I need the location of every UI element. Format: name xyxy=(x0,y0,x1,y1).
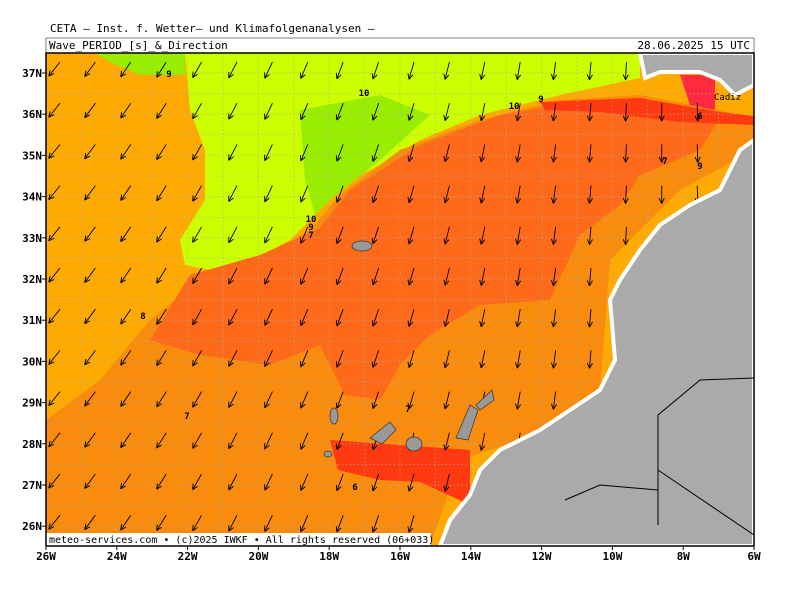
lat-label: 34N xyxy=(22,191,42,204)
contour-label: 6 xyxy=(697,112,702,122)
lon-label: 6W xyxy=(747,550,761,563)
lon-label: 20W xyxy=(248,550,268,563)
arrow-head xyxy=(157,113,158,119)
arrow-head xyxy=(157,442,158,448)
arrow-head xyxy=(336,526,337,532)
lat-label: 29N xyxy=(22,397,42,410)
lon-label: 12W xyxy=(532,550,552,563)
contour-label: 9 xyxy=(166,70,171,80)
arrow-head xyxy=(336,196,337,202)
contour-label: 7 xyxy=(308,231,313,241)
contour-label: 10 xyxy=(509,102,520,112)
place-label: Cadiz xyxy=(714,93,741,103)
lat-label: 36N xyxy=(22,108,42,121)
arrow-head xyxy=(157,360,158,366)
lon-label: 14W xyxy=(461,550,481,563)
contour-label: 7 xyxy=(405,405,410,415)
contour-label: 7 xyxy=(662,157,667,167)
arrow-head xyxy=(336,73,337,79)
lat-label: 31N xyxy=(22,314,42,327)
contour-label: 9 xyxy=(697,162,702,172)
header-title: CETA — Inst. f. Wetter— und Klimafolgena… xyxy=(50,22,375,35)
lat-label: 26N xyxy=(22,520,42,533)
arrow-head xyxy=(336,485,337,491)
lon-label: 10W xyxy=(602,550,622,563)
lon-label: 22W xyxy=(178,550,198,563)
lon-label: 8W xyxy=(677,550,691,563)
arrow-head xyxy=(336,238,337,244)
map-area: 9 10 10 9 6 7 9 10 9 7 8 7 7 6 Cadiz met… xyxy=(46,53,754,547)
arrow-head xyxy=(157,154,158,160)
arrow-head xyxy=(336,320,337,326)
footer: meteo-services.com • (c)2025 IWKF • All … xyxy=(49,535,434,546)
lat-label: 37N xyxy=(22,67,42,80)
lon-label: 24W xyxy=(107,550,127,563)
arrow-head xyxy=(336,402,337,408)
arrow-head xyxy=(336,279,337,285)
valid-time: 28.06.2025 15 UTC xyxy=(637,39,750,52)
arrow-head xyxy=(157,71,158,77)
lat-label: 33N xyxy=(22,232,42,245)
contour-label: 9 xyxy=(538,95,543,105)
arrow-head xyxy=(336,155,337,161)
lat-label: 35N xyxy=(22,149,42,162)
lon-label: 18W xyxy=(319,550,339,563)
lat-label: 30N xyxy=(22,355,42,368)
contour-label: 10 xyxy=(359,89,370,99)
contour-label: 6 xyxy=(352,483,357,493)
lon-label: 26W xyxy=(36,550,56,563)
lat-label: 28N xyxy=(22,438,42,451)
arrow-head xyxy=(157,236,158,242)
contour-label: 7 xyxy=(184,412,189,422)
arrow-head xyxy=(157,277,158,283)
arrow-head xyxy=(157,195,158,201)
arrow xyxy=(697,144,698,162)
lon-label: 16W xyxy=(390,550,410,563)
product-name: Wave_PERIOD_[s]_&_Direction xyxy=(49,39,228,52)
arrow-head xyxy=(157,525,158,531)
arrow-head xyxy=(336,361,337,367)
contour-label: 8 xyxy=(140,312,145,322)
lat-label: 27N xyxy=(22,479,42,492)
arrow-head xyxy=(157,483,158,489)
arrow-head xyxy=(336,444,337,450)
arrow-head xyxy=(336,114,337,120)
arrow-head xyxy=(157,401,158,407)
lat-label: 32N xyxy=(22,273,42,286)
arrow-head xyxy=(157,319,158,325)
